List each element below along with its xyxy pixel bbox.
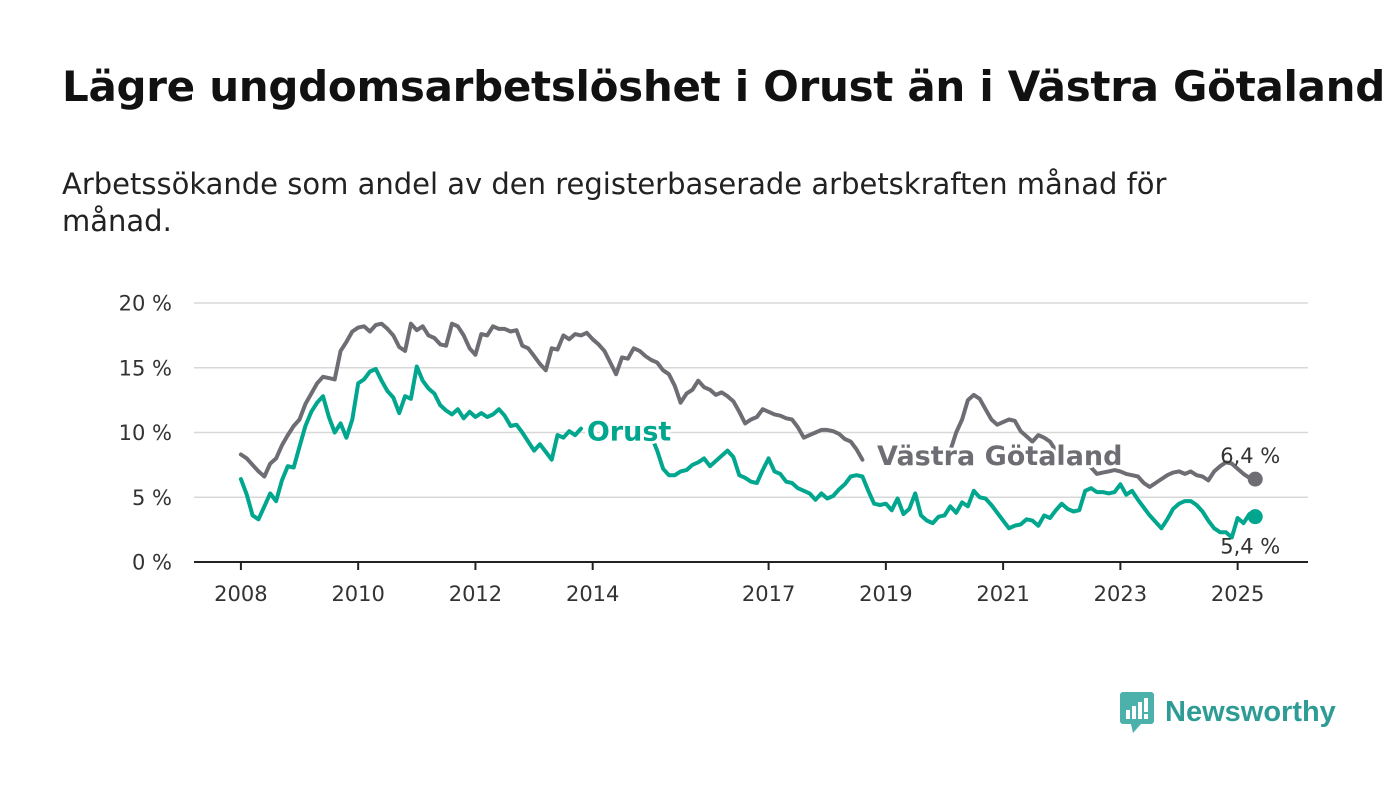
series-end-label: 5,4 % (1220, 535, 1280, 559)
series-end-label: 6,4 % (1220, 444, 1280, 468)
x-tick-label: 2025 (1211, 582, 1264, 606)
x-tick-label: 2010 (331, 582, 384, 606)
x-tick-label: 2008 (214, 582, 267, 606)
y-tick-label: 10 % (119, 421, 172, 445)
series-name-label: Västra Götaland (877, 441, 1122, 472)
grid-lines (194, 302, 1308, 563)
series-lines (238, 321, 1263, 540)
y-tick-label: 20 % (119, 292, 172, 316)
series-name-label: Orust (587, 416, 672, 447)
series-end-point (1247, 471, 1263, 487)
x-axis-ticks: 2008 2010 2012 2014 2017 2019 2021 2023 2025 (214, 562, 1264, 606)
series-line-0 (238, 321, 1258, 489)
x-tick-label: 2023 (1094, 582, 1147, 606)
newsworthy-logo-icon (1120, 692, 1154, 733)
x-tick-label: 2017 (742, 582, 795, 606)
x-tick-label: 2019 (859, 582, 912, 606)
y-tick-label: 15 % (119, 356, 172, 380)
brand-name: Newsworthy (1165, 695, 1336, 728)
x-tick-label: 2012 (449, 582, 502, 606)
chart-subtitle: Arbetssökande som andel av den registerb… (62, 167, 1167, 238)
y-axis-ticks: 0 % 5 % 10 % 15 % 20 % (119, 292, 172, 575)
y-tick-label: 0 % (132, 551, 172, 575)
y-tick-label: 5 % (132, 486, 172, 510)
series-line-1 (238, 364, 1258, 540)
series-end-point (1247, 509, 1263, 525)
series-labels: 6,4 % 5,4 % Orust Västra Götaland (584, 413, 1280, 559)
x-tick-label: 2014 (566, 582, 619, 606)
chart-title: Lägre ungdomsarbetslöshet i Orust än i V… (62, 62, 1386, 111)
brand-logo: Newsworthy (1119, 690, 1336, 734)
x-tick-label: 2021 (976, 582, 1029, 606)
